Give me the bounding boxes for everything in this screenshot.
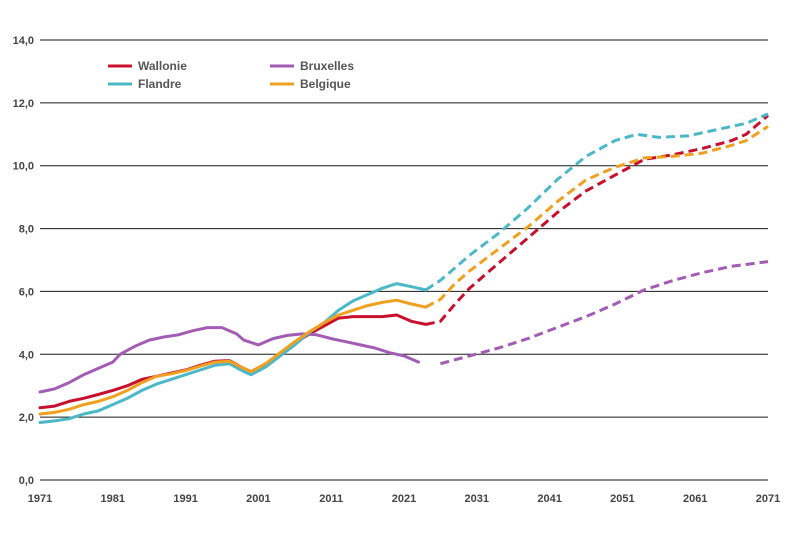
y-axis-tick-labels: 0,0 2,0 4,0 6,0 8,0 10,0 12,0 14,0	[13, 35, 34, 487]
series-line-belgique-projection	[425, 125, 769, 309]
y-tick-label: 14,0	[13, 35, 34, 47]
x-tick-label: 2061	[683, 493, 707, 505]
series-layer	[38, 112, 769, 424]
y-tick-label: 4,0	[19, 349, 34, 361]
y-tick-label: 6,0	[19, 286, 34, 298]
series-line-bruxelles-historical	[38, 326, 421, 394]
legend: Wallonie Flandre Bruxelles Belgique	[108, 59, 354, 91]
x-tick-label: 2051	[610, 493, 634, 505]
y-tick-label: 2,0	[19, 412, 34, 424]
legend-label-flandre: Flandre	[138, 77, 182, 91]
grid-lines	[40, 39, 768, 481]
series-line-belgique-historical	[38, 298, 428, 416]
legend-label-wallonie: Wallonie	[138, 59, 187, 73]
x-tick-label: 2071	[756, 493, 780, 505]
x-tick-label: 1981	[101, 493, 125, 505]
y-tick-label: 0,0	[19, 475, 34, 487]
x-axis-tick-labels: 1971 1981 1991 2001 2011 2021 2031 2041 2051 2061…	[28, 493, 780, 505]
series-line-wallonie-projection	[425, 114, 769, 326]
x-tick-label: 2041	[537, 493, 561, 505]
series-line-flandre-projection	[424, 112, 769, 292]
x-tick-label: 2021	[392, 493, 416, 505]
legend-label-bruxelles: Bruxelles	[300, 59, 354, 73]
x-tick-label: 1971	[28, 493, 52, 505]
x-tick-label: 2011	[319, 493, 343, 505]
x-tick-label: 2031	[465, 493, 489, 505]
x-tick-label: 1991	[173, 493, 197, 505]
y-tick-label: 8,0	[19, 224, 34, 236]
series-line-flandre-historical	[38, 282, 428, 424]
series-line-bruxelles-projection	[440, 260, 769, 366]
x-tick-label: 2001	[246, 493, 270, 505]
y-tick-label: 12,0	[13, 98, 34, 110]
y-tick-label: 10,0	[13, 161, 34, 173]
legend-label-belgique: Belgique	[300, 77, 351, 91]
